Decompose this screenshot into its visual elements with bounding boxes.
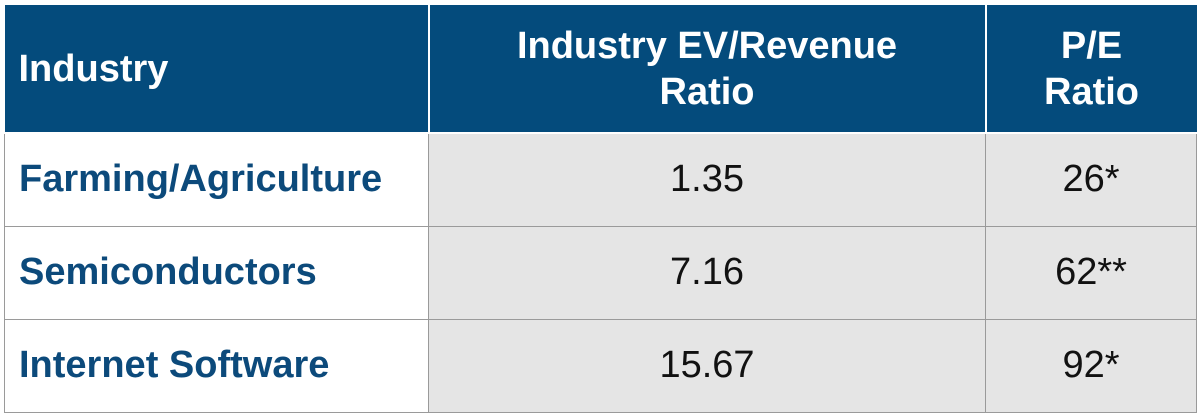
industry-ratio-table: Industry Industry EV/Revenue Ratio P/E R… <box>4 5 1197 413</box>
table-row: Semiconductors 7.16 62** <box>4 225 1197 320</box>
row-industry-cell: Farming/Agriculture <box>4 132 429 227</box>
table-body: Farming/Agriculture 1.35 26* Semiconduct… <box>4 132 1197 413</box>
table-header: Industry Industry EV/Revenue Ratio P/E R… <box>4 5 1197 134</box>
row-pe-cell: 62** <box>985 225 1197 320</box>
header-pe-line2: Ratio <box>1044 70 1139 113</box>
header-industry-label: Industry <box>18 47 169 90</box>
header-pe-ratio: P/E Ratio <box>985 5 1197 134</box>
header-ev-revenue-line2: Ratio <box>659 70 755 113</box>
row-industry-cell: Semiconductors <box>4 225 429 320</box>
row-ev-revenue-cell: 7.16 <box>428 225 986 320</box>
header-ev-revenue-line1: Industry EV/Revenue <box>516 24 898 67</box>
header-industry: Industry <box>4 5 430 134</box>
row-ev-revenue-cell: 15.67 <box>428 318 986 413</box>
table-row: Internet Software 15.67 92* <box>4 318 1197 413</box>
industry-ratio-table-container: Industry Industry EV/Revenue Ratio P/E R… <box>4 5 1197 413</box>
row-pe-cell: 26* <box>985 132 1197 227</box>
row-industry-cell: Internet Software <box>4 318 429 413</box>
header-pe-line1: P/E <box>1060 24 1123 67</box>
row-pe-cell: 92* <box>985 318 1197 413</box>
header-ev-revenue: Industry EV/Revenue Ratio <box>428 5 987 134</box>
table-row: Farming/Agriculture 1.35 26* <box>4 132 1197 227</box>
row-ev-revenue-cell: 1.35 <box>428 132 986 227</box>
header-row: Industry Industry EV/Revenue Ratio P/E R… <box>4 5 1197 134</box>
